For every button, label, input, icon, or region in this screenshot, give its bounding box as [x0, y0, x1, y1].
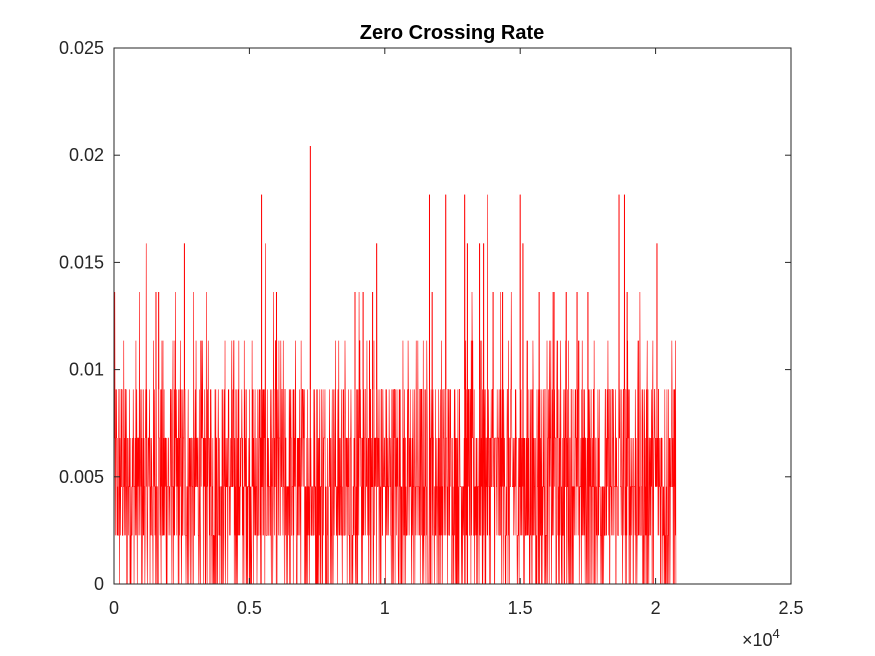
y-tick-label: 0.01 — [69, 360, 104, 380]
x-tick-label: 1 — [380, 598, 390, 618]
x-exponent-base: ×10 — [742, 630, 773, 650]
x-tick-label: 2 — [651, 598, 661, 618]
x-tick-label: 0 — [109, 598, 119, 618]
x-tick-label: 1.5 — [508, 598, 533, 618]
x-axis: 0 0.5 1 1.5 2 2.5 — [109, 48, 804, 618]
y-tick-label: 0.025 — [59, 38, 104, 58]
x-exponent-label: ×104 — [742, 626, 780, 650]
plot-area — [113, 47, 792, 585]
x-exponent-power: 4 — [773, 626, 780, 641]
y-tick-label: 0.02 — [69, 145, 104, 165]
y-tick-label: 0.015 — [59, 252, 104, 272]
y-axis: 0 0.005 0.01 0.015 0.02 0.025 — [59, 38, 791, 594]
x-tick-label: 0.5 — [237, 598, 262, 618]
y-tick-label: 0 — [94, 574, 104, 594]
series-layer — [113, 145, 791, 585]
chart-title: Zero Crossing Rate — [360, 22, 544, 44]
svg-text:×104: ×104 — [742, 626, 780, 650]
y-tick-label: 0.005 — [59, 467, 104, 487]
axes-box — [113, 47, 792, 585]
x-tick-label: 2.5 — [778, 598, 803, 618]
